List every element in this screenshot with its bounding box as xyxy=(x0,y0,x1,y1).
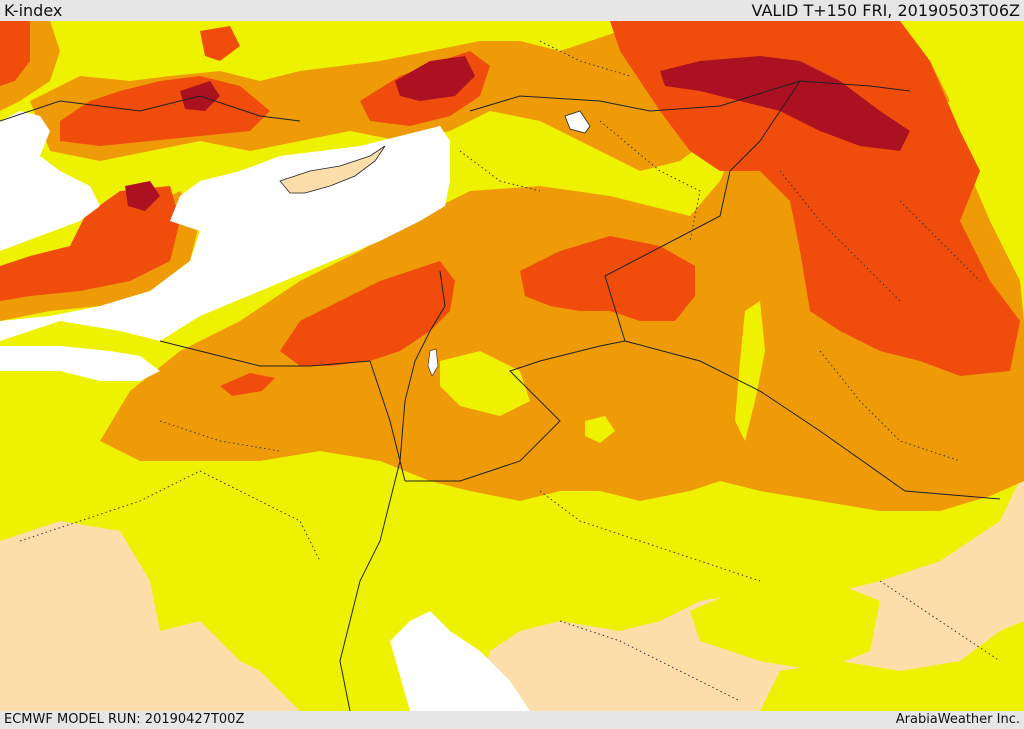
footer-bar: ECMWF MODEL RUN: 20190427T00Z ArabiaWeat… xyxy=(0,711,1024,729)
lake-assad xyxy=(564,110,591,134)
model-run: ECMWF MODEL RUN: 20190427T00Z xyxy=(4,712,245,727)
map-panel[interactable] xyxy=(0,21,1024,711)
k-index-map[interactable] xyxy=(0,21,1024,711)
red-sea xyxy=(390,611,530,711)
country-borders xyxy=(0,80,1001,711)
k-index-yellow-pockets xyxy=(440,301,765,443)
map-title: K-index xyxy=(4,1,63,20)
admin-boundaries xyxy=(19,40,1001,702)
dead-sea xyxy=(427,348,439,377)
header-bar: K-index VALID T+150 FRI, 20190503T06Z xyxy=(0,0,1024,21)
cyprus-island xyxy=(279,145,386,194)
credit-text: ArabiaWeather Inc. xyxy=(895,712,1020,727)
valid-time: VALID T+150 FRI, 20190503T06Z xyxy=(751,1,1020,20)
